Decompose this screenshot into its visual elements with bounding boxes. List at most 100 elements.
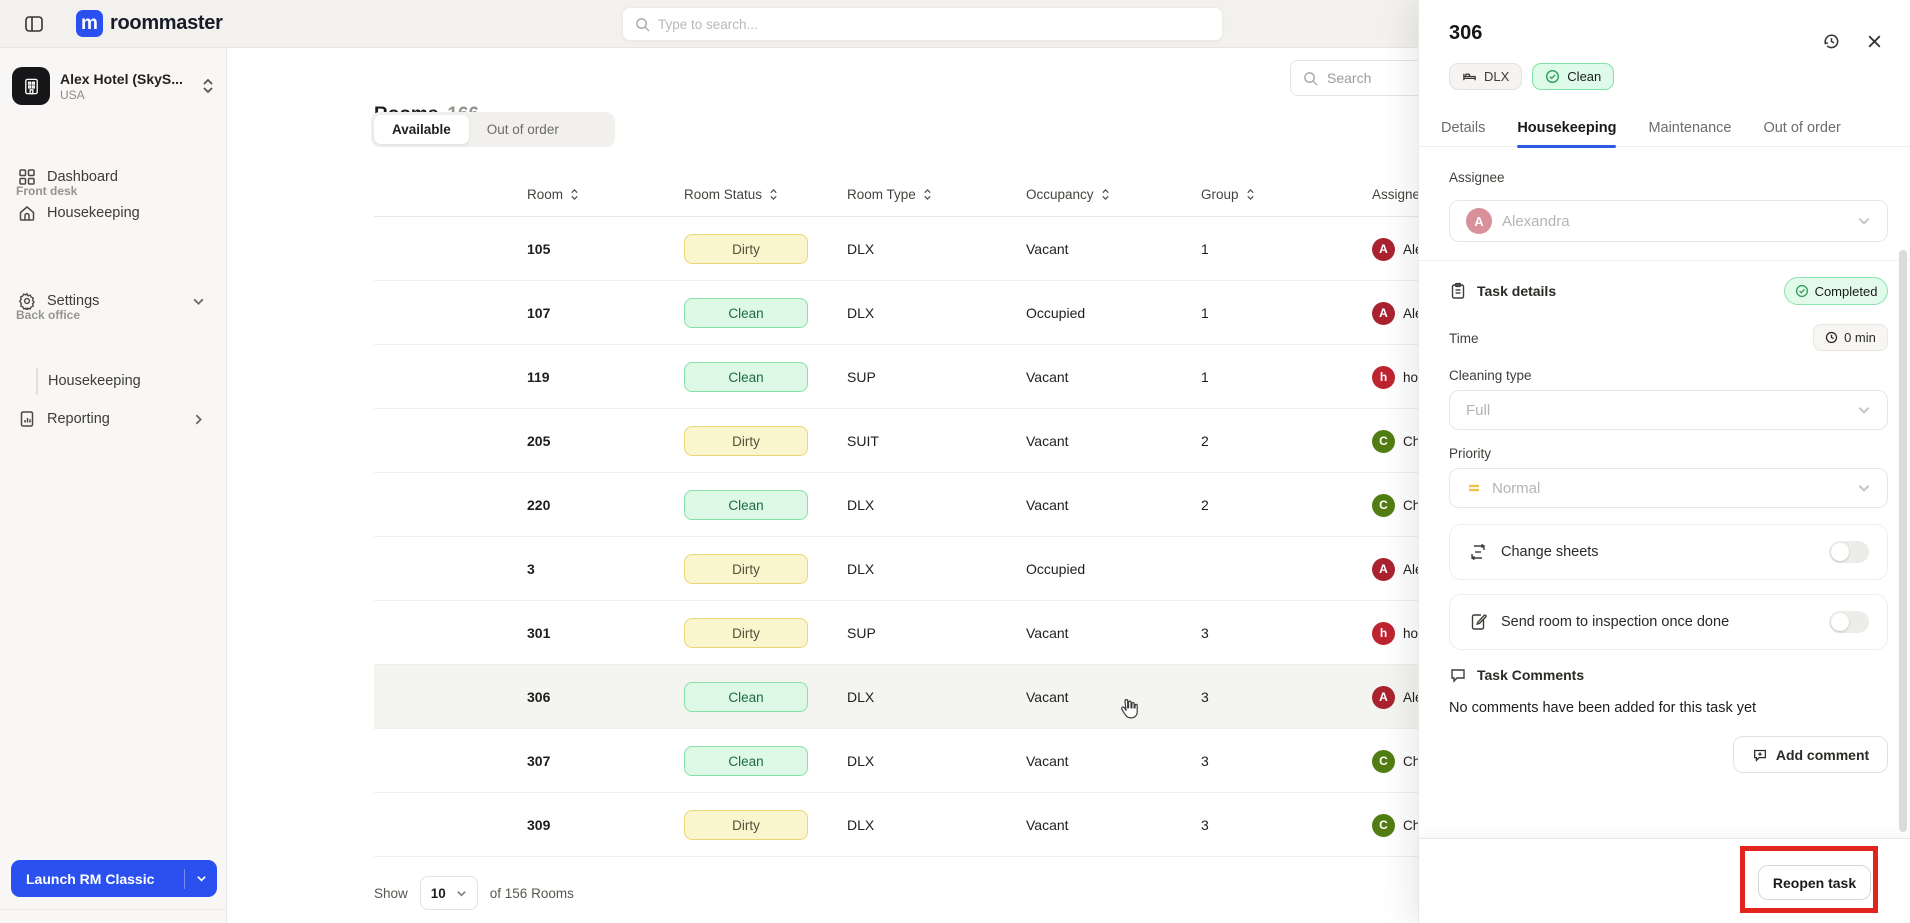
sidebar-item-housekeeping[interactable]: Housekeeping — [10, 197, 217, 229]
comment-plus-icon — [1753, 749, 1766, 762]
priority-select[interactable]: Normal — [1449, 468, 1888, 508]
sidebar-collapse-icon[interactable] — [24, 14, 44, 34]
column-header-room-status[interactable]: Room Status — [684, 187, 779, 202]
tab-maintenance[interactable]: Maintenance — [1648, 120, 1732, 136]
occupancy: Vacant — [1026, 817, 1069, 833]
check-circle-icon — [1546, 69, 1560, 84]
assignee-avatar: C — [1372, 749, 1395, 773]
global-search-input[interactable] — [658, 16, 1210, 32]
launch-options-chevron-icon[interactable] — [185, 873, 217, 884]
assignee-label: Assignee — [1449, 170, 1505, 185]
group: 3 — [1201, 753, 1209, 769]
change-sheets-card: Change sheets — [1449, 524, 1888, 580]
assignee-avatar: h — [1372, 621, 1395, 645]
room-status-badge: Dirty — [684, 554, 808, 584]
history-icon[interactable] — [1822, 32, 1841, 51]
assignee-select[interactable]: A Alexandra — [1449, 200, 1888, 242]
divider — [1419, 260, 1910, 261]
room-type: SUIT — [847, 433, 879, 449]
room-status-badge: Dirty — [684, 618, 808, 648]
sidebar-subitem-housekeeping[interactable]: Housekeeping — [48, 366, 208, 396]
close-icon[interactable] — [1866, 33, 1883, 50]
room-number: 3 — [527, 561, 535, 577]
section-front-desk: Front desk — [16, 184, 78, 198]
tab-available[interactable]: Available — [374, 115, 469, 144]
column-header-room-type[interactable]: Room Type — [847, 187, 933, 202]
change-sheets-toggle[interactable] — [1829, 541, 1869, 563]
column-header-occupancy[interactable]: Occupancy — [1026, 187, 1111, 202]
room-status-badge: Dirty — [684, 810, 808, 840]
change-sheets-icon — [1470, 543, 1486, 561]
table-footer: Show 10 of 156 Rooms — [374, 875, 574, 911]
search-icon — [1304, 71, 1318, 86]
priority-label: Priority — [1449, 446, 1492, 461]
hotel-selector[interactable]: Alex Hotel (SkyS... USA — [12, 64, 215, 108]
occupancy: Vacant — [1026, 625, 1069, 641]
toggle-knob — [1831, 613, 1849, 631]
rooms-filter-tabs: Available Out of order — [371, 112, 615, 147]
assignee-avatar: A — [1372, 685, 1395, 709]
room-number: 205 — [527, 433, 551, 449]
inspection-label: Send room to inspection once done — [1501, 614, 1730, 630]
room-type: DLX — [847, 497, 875, 513]
sidebar-item-settings[interactable]: Settings — [10, 285, 217, 317]
page-size-select[interactable]: 10 — [419, 876, 478, 910]
assignee-avatar: A — [1372, 557, 1395, 581]
room-status-badge: Clean — [684, 746, 808, 776]
hotel-country: USA — [60, 87, 85, 102]
hotel-switch-icon — [203, 78, 213, 94]
tab-details[interactable]: Details — [1441, 120, 1486, 136]
time-chip: 0 min — [1813, 324, 1888, 351]
group: 2 — [1201, 497, 1209, 513]
page-size-value: 10 — [430, 885, 446, 901]
room-type: DLX — [847, 753, 875, 769]
column-header-room[interactable]: Room — [527, 187, 580, 202]
chevron-down-icon — [1858, 406, 1870, 414]
launch-rm-classic-button[interactable]: Launch RM Classic — [11, 860, 217, 897]
chevron-down-icon — [1858, 484, 1870, 492]
assignee-avatar: A — [1466, 208, 1492, 234]
tab-out-of-order[interactable]: Out of order — [486, 122, 559, 137]
chevron-right-icon — [195, 414, 202, 424]
cleaning-type-select[interactable]: Full — [1449, 390, 1888, 430]
clock-icon — [1825, 331, 1838, 344]
button-divider — [184, 868, 185, 889]
group: 1 — [1201, 241, 1209, 257]
reopen-task-button[interactable]: Reopen task — [1758, 865, 1871, 900]
group: 2 — [1201, 433, 1209, 449]
room-status-badge: Clean — [684, 362, 808, 392]
tab-housekeeping[interactable]: Housekeeping — [1517, 110, 1617, 148]
clipboard-icon — [1451, 282, 1465, 299]
sidebar-item-reporting[interactable]: Reporting — [10, 403, 217, 435]
inspection-toggle[interactable] — [1829, 611, 1869, 633]
task-details-header: Task details — [1449, 282, 1556, 300]
table-row-room-205[interactable]: 205DirtySUITVacant2CChristy — [374, 409, 1910, 473]
add-comment-button[interactable]: Add comment — [1733, 736, 1888, 773]
assignee-avatar: A — [1372, 237, 1395, 261]
sidebar-item-label: Reporting — [47, 411, 110, 427]
sidebar: Alex Hotel (SkyS... USA Front desk Dashb… — [0, 48, 227, 923]
search-icon — [636, 17, 650, 32]
home-icon — [19, 206, 35, 221]
tab-out-of-order[interactable]: Out of order — [1763, 120, 1841, 136]
priority-value: Normal — [1492, 479, 1541, 497]
hotel-building-icon — [12, 67, 50, 105]
room-number: 301 — [527, 625, 551, 641]
comments-empty-text: No comments have been added for this tas… — [1449, 700, 1757, 716]
chevron-down-icon — [457, 890, 466, 897]
toggle-knob — [1831, 543, 1849, 561]
occupancy: Vacant — [1026, 753, 1069, 769]
task-status-badge: Completed — [1784, 277, 1888, 305]
column-header-label: Room — [527, 187, 564, 202]
chevron-down-icon — [193, 298, 204, 305]
assignee-avatar: C — [1372, 493, 1395, 517]
panel-room-number: 306 — [1449, 22, 1483, 44]
panel-scrollbar[interactable] — [1899, 250, 1907, 832]
column-header-group[interactable]: Group — [1201, 187, 1256, 202]
sort-icon — [924, 189, 931, 200]
room-type: DLX — [847, 241, 875, 257]
show-label: Show — [374, 885, 408, 901]
occupancy: Vacant — [1026, 369, 1069, 385]
sidebar-item-dashboard[interactable]: Dashboard — [10, 161, 217, 193]
assignee-avatar: C — [1372, 429, 1395, 453]
